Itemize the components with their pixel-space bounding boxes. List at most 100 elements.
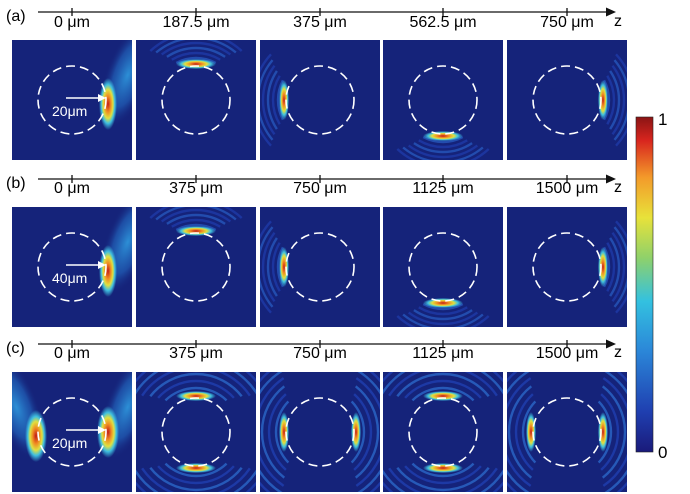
interference-fringe bbox=[407, 311, 479, 326]
interference-fringe bbox=[149, 466, 243, 492]
field-hotspot bbox=[598, 412, 608, 452]
distance-label: 562.5 μm bbox=[409, 14, 476, 31]
interference-fringe bbox=[266, 237, 278, 297]
interference-fringe bbox=[383, 372, 503, 395]
field-panel bbox=[383, 372, 503, 492]
ring-outline bbox=[408, 232, 478, 302]
field-panel bbox=[383, 207, 503, 327]
interference-fringe bbox=[260, 372, 271, 492]
field-hotspot bbox=[176, 391, 216, 401]
field-hotspot bbox=[97, 406, 119, 458]
interference-fringe bbox=[160, 208, 232, 223]
distance-label: 750 μm bbox=[293, 180, 347, 197]
distance-label: 0 μm bbox=[54, 345, 90, 362]
interference-fringe bbox=[271, 242, 281, 292]
field-panel bbox=[260, 372, 380, 492]
row-2: (b) z 0 μm 40μm 375 μm 750 μm 1125 μm 1500 μm bbox=[6, 174, 627, 327]
interference-fringe bbox=[507, 372, 530, 492]
field-panel: 20μm bbox=[12, 40, 132, 160]
ring-outline bbox=[37, 232, 107, 302]
interference-fringe bbox=[613, 59, 627, 141]
ring-outline bbox=[161, 65, 231, 135]
interference-fringe bbox=[274, 400, 290, 464]
interference-fringe bbox=[157, 465, 235, 485]
distance-label: 1125 μm bbox=[412, 180, 473, 197]
interference-fringe bbox=[383, 372, 503, 383]
field-hotspot bbox=[423, 298, 463, 308]
ring-outline bbox=[532, 232, 602, 302]
interference-fringe bbox=[350, 400, 366, 464]
interference-fringe bbox=[402, 146, 484, 160]
scale-arrow-head bbox=[98, 426, 106, 434]
interference-fringe bbox=[396, 315, 490, 327]
row-label: (a) bbox=[6, 8, 26, 25]
field-panel bbox=[260, 40, 380, 160]
field-panel bbox=[507, 372, 627, 492]
interference-fringe bbox=[383, 481, 503, 492]
interference-fringe bbox=[616, 372, 627, 492]
interference-fringe bbox=[136, 481, 256, 492]
interference-fringe bbox=[404, 465, 482, 485]
field-hotspot bbox=[176, 226, 216, 236]
field-hotspot bbox=[99, 78, 117, 130]
interference-fringe bbox=[260, 226, 274, 308]
interference-fringe bbox=[418, 306, 468, 316]
distance-label: 750 μm bbox=[540, 14, 594, 31]
distance-label: 0 μm bbox=[54, 180, 90, 197]
ring-outline bbox=[161, 232, 231, 302]
interference-fringe bbox=[266, 70, 278, 130]
interference-fringe bbox=[597, 400, 613, 464]
interference-fringe bbox=[396, 466, 490, 492]
axis-label: z bbox=[614, 179, 622, 196]
interference-fringe bbox=[136, 372, 256, 395]
interference-fringe bbox=[261, 64, 276, 136]
interference-fringe bbox=[369, 372, 380, 492]
interference-fringe bbox=[261, 231, 276, 303]
field-panel: 20μm bbox=[12, 372, 132, 492]
ring-outline bbox=[285, 232, 355, 302]
row-1: (a) z 0 μm 20μm 187.5 μm 375 μm 562.5 μm 750 μm bbox=[6, 7, 627, 160]
panel-background bbox=[136, 372, 256, 492]
field-panel bbox=[136, 40, 256, 160]
axis-label: z bbox=[614, 13, 622, 30]
ring-outline bbox=[37, 397, 107, 467]
colorbar-gradient bbox=[635, 116, 654, 453]
interference-fringe bbox=[164, 462, 228, 478]
interference-fringe bbox=[353, 393, 373, 471]
scale-label: 20μm bbox=[52, 103, 87, 119]
interference-fringe bbox=[357, 372, 380, 492]
distance-label: 750 μm bbox=[293, 345, 347, 362]
panel-background bbox=[383, 372, 503, 492]
field-panel bbox=[260, 207, 380, 327]
interference-fringe bbox=[260, 220, 272, 314]
interference-fringe bbox=[411, 386, 475, 402]
interference-fringe bbox=[609, 237, 621, 297]
interference-fringe bbox=[149, 40, 243, 52]
interference-fringe bbox=[136, 469, 256, 492]
interference-fringe bbox=[166, 46, 226, 58]
field-panel bbox=[507, 207, 627, 327]
field-hotspot bbox=[423, 391, 463, 401]
interference-fringe bbox=[418, 139, 468, 149]
row-label: (b) bbox=[6, 175, 26, 192]
interference-fringe bbox=[601, 385, 627, 479]
arrow-head bbox=[606, 7, 616, 17]
field-panel: 40μm bbox=[12, 207, 132, 327]
interference-fringe bbox=[611, 64, 626, 136]
field-hotspot bbox=[279, 247, 289, 287]
interference-fringe bbox=[141, 467, 251, 492]
ring-outline bbox=[408, 65, 478, 135]
ring-outline bbox=[408, 397, 478, 467]
ring-outline bbox=[532, 65, 602, 135]
colorbar-max-label: 1 bbox=[658, 110, 667, 129]
field-hotspot bbox=[176, 463, 216, 473]
distance-label: 1500 μm bbox=[536, 345, 599, 362]
interference-fringe bbox=[521, 400, 537, 464]
field-hotspot bbox=[351, 412, 361, 452]
interference-fringe bbox=[155, 40, 237, 54]
interference-fringe bbox=[388, 372, 498, 397]
interference-fringe bbox=[260, 385, 286, 479]
row-label: (c) bbox=[6, 340, 25, 357]
arrow-head bbox=[606, 339, 616, 349]
